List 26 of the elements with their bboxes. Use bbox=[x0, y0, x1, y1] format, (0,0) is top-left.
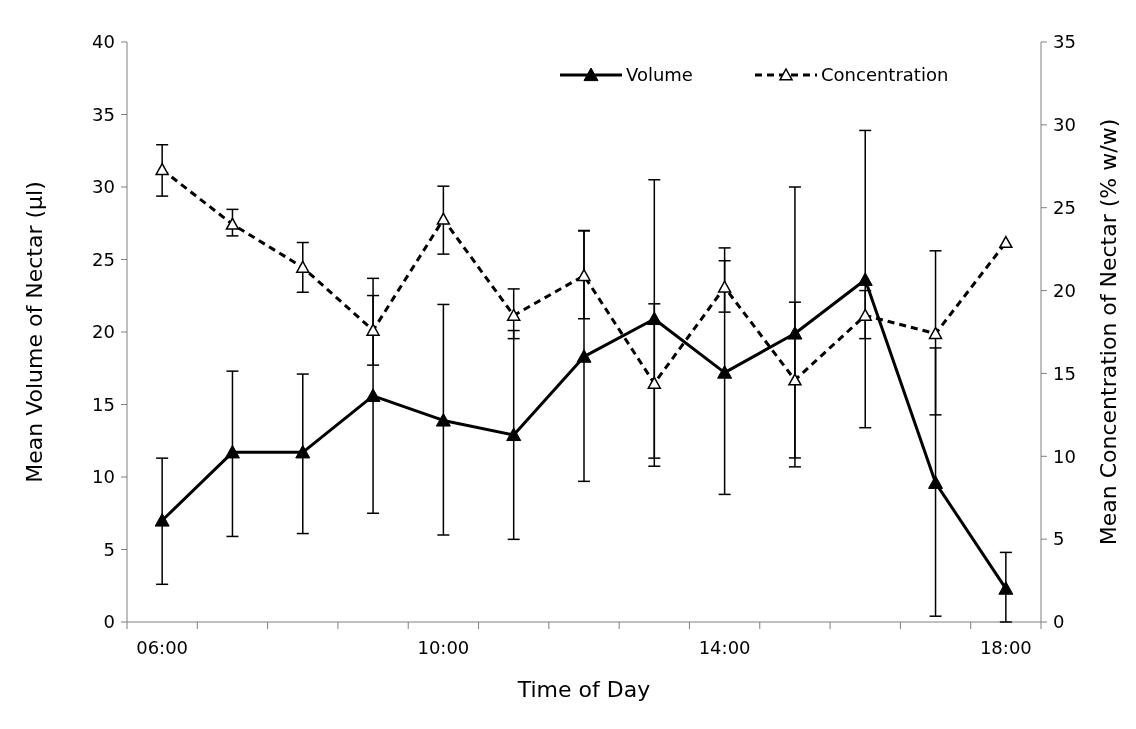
y-tick-label: 15 bbox=[92, 393, 115, 415]
x-tick-label: 18:00 bbox=[979, 637, 1032, 658]
y-tick-label: 20 bbox=[92, 321, 115, 343]
y-tick-label: 10 bbox=[92, 466, 115, 488]
y-axis-title: Mean Volume of Nectar (µl) bbox=[22, 181, 47, 483]
y-tick-label: 30 bbox=[92, 176, 115, 198]
y2-tick-label: 0 bbox=[1053, 611, 1065, 633]
y-tick-label: 35 bbox=[92, 103, 115, 125]
y2-axis-title: Mean Concentration of Nectar (% w/w) bbox=[1096, 118, 1121, 546]
y-tick-label: 5 bbox=[103, 538, 115, 560]
y2-tick-label: 10 bbox=[1053, 445, 1076, 467]
x-tick-label: 06:00 bbox=[136, 637, 189, 658]
y2-tick-label: 15 bbox=[1053, 362, 1076, 384]
y2-tick-label: 20 bbox=[1053, 279, 1076, 301]
x-tick-label: 14:00 bbox=[698, 637, 751, 658]
legend-label: Volume bbox=[626, 64, 693, 86]
y2-tick-label: 5 bbox=[1053, 528, 1065, 550]
x-tick-label: 10:00 bbox=[417, 637, 470, 658]
y-tick-label: 0 bbox=[103, 611, 115, 633]
x-axis-title: Time of Day bbox=[516, 677, 651, 702]
legend-label: Concentration bbox=[821, 64, 949, 86]
y2-tick-label: 35 bbox=[1053, 31, 1076, 53]
y2-tick-label: 30 bbox=[1053, 114, 1076, 136]
y2-tick-label: 25 bbox=[1053, 197, 1076, 219]
y-tick-label: 25 bbox=[92, 248, 115, 270]
y-tick-label: 40 bbox=[92, 31, 115, 53]
